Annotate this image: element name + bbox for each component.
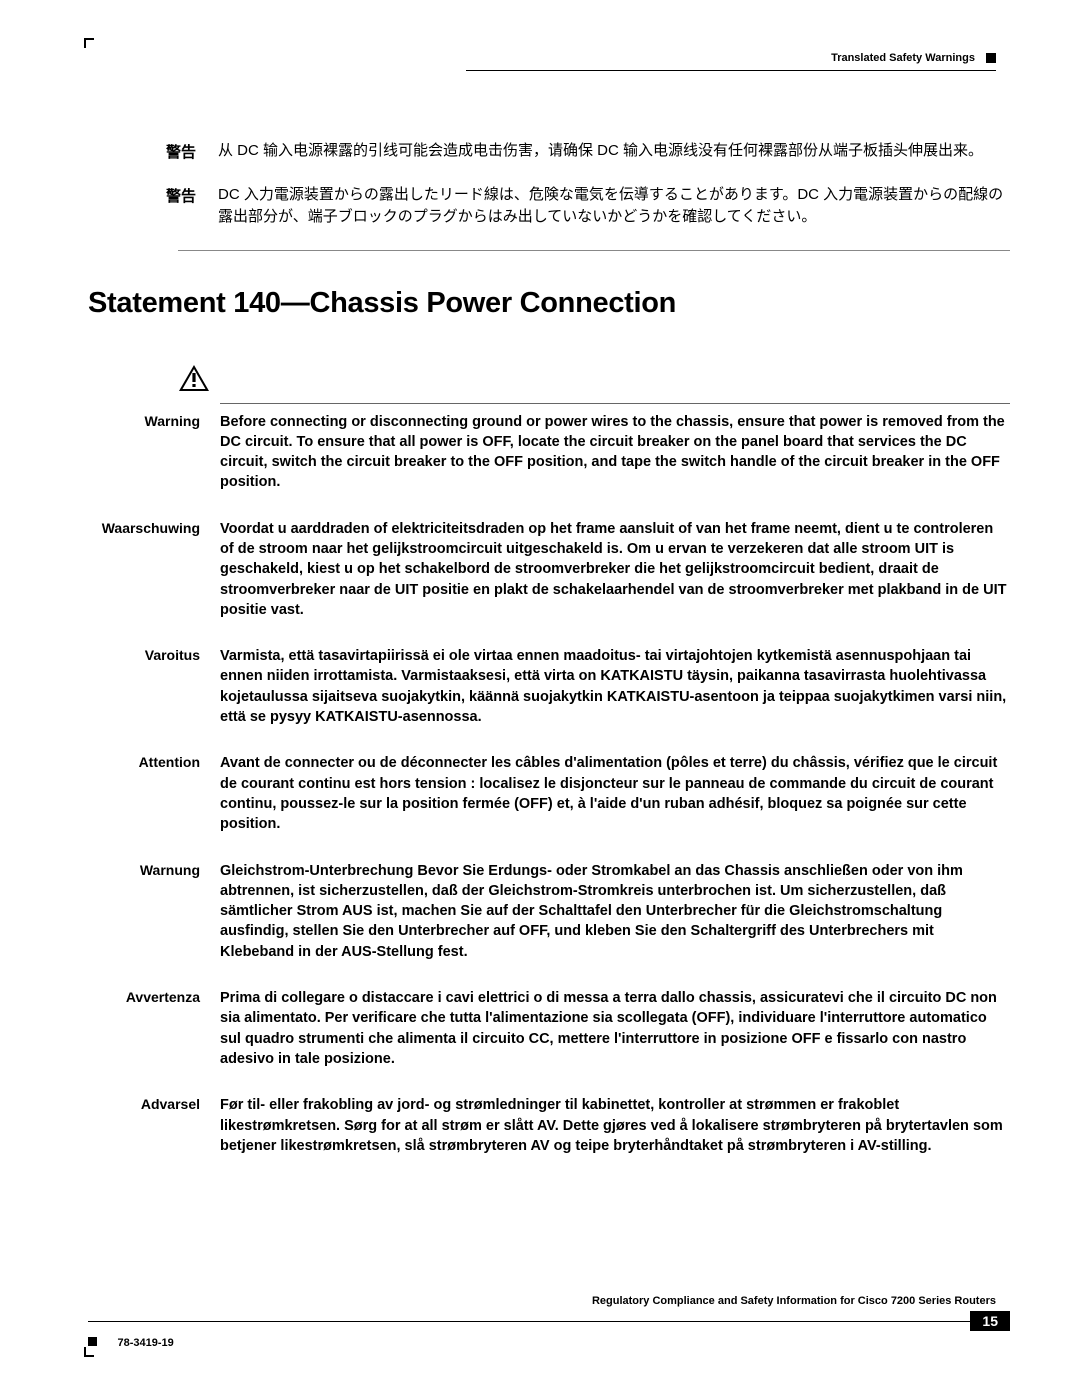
header-marker	[986, 53, 996, 63]
label-attention: Attention	[88, 753, 220, 834]
label-avvertenza: Avvertenza	[88, 988, 220, 1069]
text-warning-en: Before connecting or disconnecting groun…	[220, 412, 1010, 493]
header-rule	[466, 70, 996, 71]
page-number: 15	[970, 1311, 1010, 1331]
section-heading: Statement 140—Chassis Power Connection	[88, 287, 1010, 320]
label-advarsel: Advarsel	[88, 1095, 220, 1156]
warning-text-ja: DC 入力電源装置からの露出したリード線は、危険な電気を伝導することがあります。…	[218, 184, 1010, 228]
warning-text-zh: 从 DC 输入电源裸露的引线可能会造成电击伤害，请确保 DC 输入电源线没有任何…	[218, 140, 1010, 162]
label-varoitus: Varoitus	[88, 646, 220, 727]
footer-rule	[88, 1321, 970, 1322]
footer-doc-number: 78-3419-19	[107, 1337, 173, 1349]
text-advarsel: Før til- eller frakobling av jord- og st…	[220, 1095, 1010, 1156]
text-avvertenza: Prima di collegare o distaccare i cavi e…	[220, 988, 1010, 1069]
header-section: Translated Safety Warnings	[831, 52, 975, 64]
footer-marker	[88, 1337, 97, 1346]
warning-label-zh: 警告	[88, 140, 218, 162]
divider	[178, 250, 1010, 251]
text-waarschuwing: Voordat u aarddraden of elektriciteitsdr…	[220, 519, 1010, 620]
text-warnung: Gleichstrom-Unterbrechung Bevor Sie Erdu…	[220, 861, 1010, 962]
warning-rule	[220, 403, 1010, 404]
warning-triangle-icon	[178, 364, 210, 392]
text-varoitus: Varmista, että tasavirtapiirissä ei ole …	[220, 646, 1010, 727]
text-attention: Avant de connecter ou de déconnecter les…	[220, 753, 1010, 834]
label-waarschuwing: Waarschuwing	[88, 519, 220, 620]
footer-doc-title: Regulatory Compliance and Safety Informa…	[88, 1295, 1010, 1307]
label-warning-en: Warning	[88, 412, 220, 493]
warning-label-ja: 警告	[88, 184, 218, 228]
label-warnung: Warnung	[88, 861, 220, 962]
